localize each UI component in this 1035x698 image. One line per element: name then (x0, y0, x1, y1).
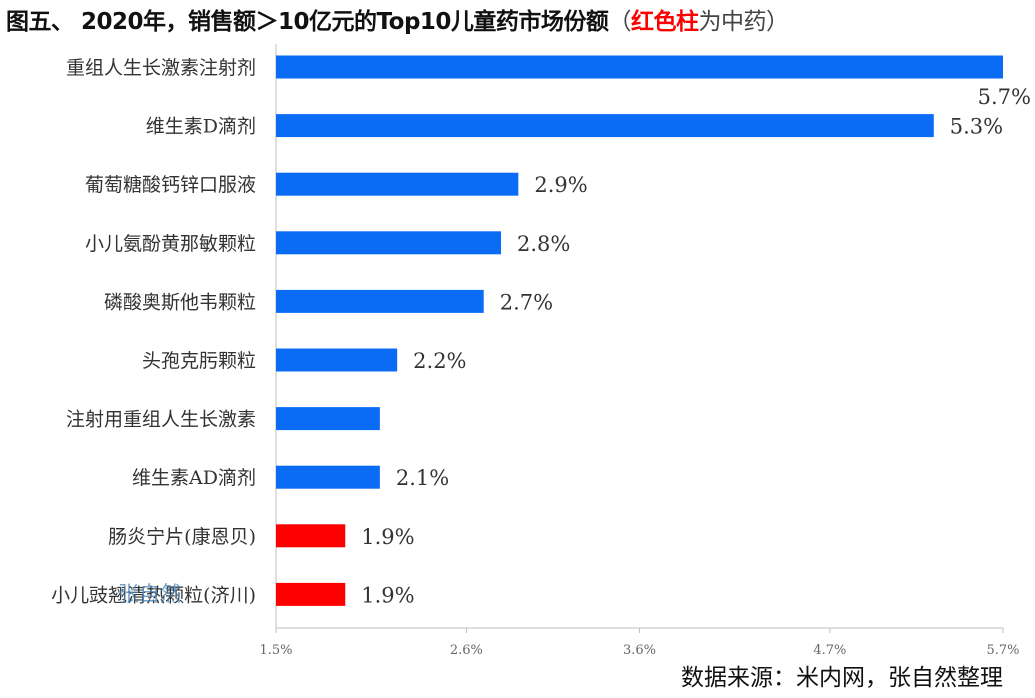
bar (276, 231, 502, 255)
category-label: 葡萄糖酸钙锌口服液 (85, 174, 256, 196)
category-label: 小儿豉翘清热颗粒(济川) (51, 584, 256, 606)
category-label: 头孢克肟颗粒 (142, 350, 256, 372)
data-label: 2.7% (500, 290, 553, 314)
x-tick-label: 1.5% (259, 643, 292, 658)
bar (276, 582, 346, 606)
chart-title-paren-close: ） (765, 9, 789, 35)
data-label: 2.2% (413, 349, 466, 373)
chart-title: 图五、 2020年，销售额＞10亿元的Top10儿童药市场份额（红色柱为中药） (6, 2, 1031, 42)
x-tick-label: 3.6% (623, 643, 656, 658)
data-label: 2.9% (534, 173, 587, 197)
category-label: 磷酸奥斯他韦颗粒 (104, 291, 256, 313)
category-label: 维生素D滴剂 (146, 116, 256, 138)
data-label: 1.9% (361, 525, 414, 549)
data-label: 1.9% (361, 583, 414, 607)
bar (276, 289, 484, 313)
x-tick-label: 2.6% (450, 643, 483, 658)
chart-title-highlight: 红色柱 (630, 9, 699, 35)
category-label: 小儿氨酚黄那敏颗粒 (85, 233, 256, 255)
x-tick-label: 5.7% (986, 643, 1019, 658)
data-label: 2.8% (517, 232, 570, 256)
chart-title-main: 图五、 2020年，销售额＞10亿元的Top10儿童药市场份额 (6, 9, 609, 35)
category-label: 注射用重组人生长激素 (66, 409, 256, 431)
bar (276, 114, 934, 138)
bar (276, 172, 519, 196)
category-label: 肠炎宁片(康恩贝) (108, 526, 256, 548)
category-label: 维生素AD滴剂 (132, 467, 256, 489)
bar (276, 407, 380, 431)
bar (276, 465, 380, 489)
bar (276, 55, 1003, 79)
watermark: 张自然 (118, 582, 181, 606)
category-label: 重组人生长激素注射剂 (66, 57, 256, 79)
x-tick-label: 4.7% (813, 643, 846, 658)
data-label: 5.7% (978, 85, 1031, 109)
data-label: 5.3% (950, 115, 1003, 139)
bar (276, 348, 398, 372)
chart-title-paren-open: （ (608, 9, 631, 35)
data-label: 2.1% (396, 466, 449, 490)
chart-title-note: 为中药 (698, 9, 766, 35)
bar (276, 524, 346, 548)
source-note: 数据来源：米内网，张自然整理 (681, 665, 1003, 691)
